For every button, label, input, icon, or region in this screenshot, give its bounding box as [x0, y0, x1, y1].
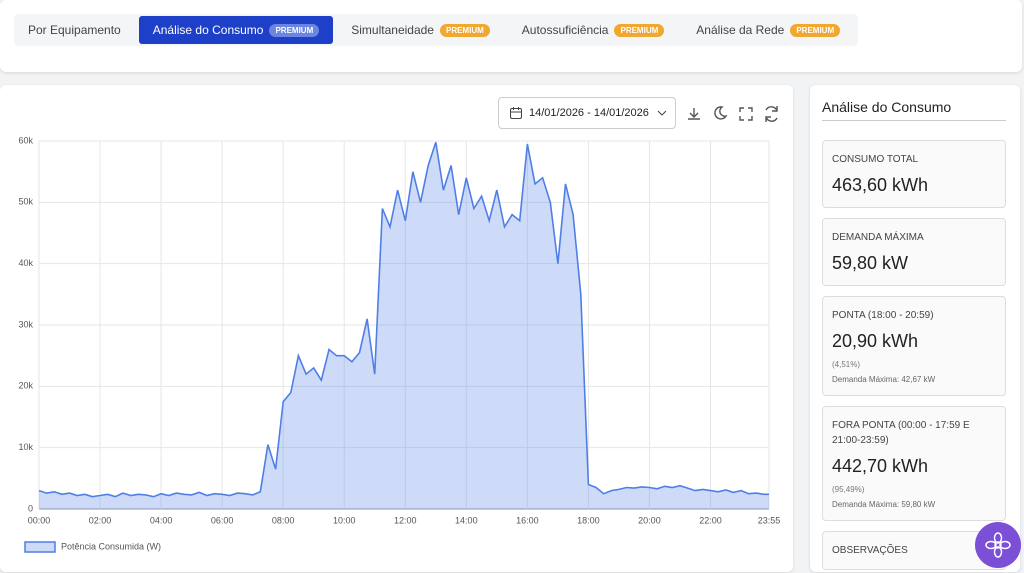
tab[interactable]: Simultaneidade PREMIUM — [337, 16, 504, 44]
side-panel: Análise do Consumo CONSUMO TOTAL 463,60 k… — [810, 85, 1020, 572]
x-tick-label: 18:00 — [577, 515, 600, 525]
card-value: 59,80 kW — [832, 253, 909, 273]
stat-card: PONTA (18:00 - 20:59) 20,90 kWh (4,51%) Dem… — [822, 296, 1006, 396]
y-tick-label: 20k — [18, 381, 33, 391]
x-tick-label: 08:00 — [272, 515, 295, 525]
calendar-icon — [510, 107, 522, 119]
top-bar: Por Equipamento Análise do Consumo PREMIUM… — [0, 0, 1022, 72]
cards: CONSUMO TOTAL 463,60 kWh DEMANDA MÁXIMA 59,… — [822, 140, 1006, 570]
stat-card: FORA PONTA (00:00 - 17:59 E 21:00-23:59)… — [822, 406, 1006, 521]
tab[interactable]: Autossuficiência PREMIUM — [508, 16, 679, 44]
tab[interactable]: Por Equipamento — [14, 16, 135, 44]
card-note: Demanda Máxima: 42,67 kW — [832, 375, 936, 384]
chart: 0 10k 20k 30k 40k 50k 60k 00:00 02:00 04:00 06:00 0… — [18, 106, 781, 553]
stat-card: CONSUMO TOTAL 463,60 kWh — [822, 140, 1006, 208]
legend-label: Potência Consumida (W) — [61, 541, 161, 551]
y-tick-label: 10k — [18, 442, 33, 452]
tab-label: Análise da Rede — [696, 23, 785, 37]
x-tick-label: 10:00 — [333, 515, 356, 525]
tab-label: Por Equipamento — [28, 23, 121, 37]
x-tick-label: 12:00 — [394, 515, 417, 525]
y-tick-label: 40k — [18, 258, 33, 268]
y-tick-label: 60k — [18, 135, 33, 145]
flower-icon — [985, 532, 1011, 558]
card-note: Demanda Máxima: 59,80 kW — [832, 500, 936, 509]
premium-badge: PREMIUM — [790, 23, 841, 37]
x-tick-label: 22:00 — [699, 515, 722, 525]
card-label: DEMANDA MÁXIMA — [832, 232, 924, 243]
premium-badge: PREMIUM — [439, 23, 490, 37]
card-value: 442,70 kWh — [832, 456, 929, 476]
divider — [822, 120, 1006, 121]
tab[interactable]: Análise da Rede PREMIUM — [682, 16, 854, 44]
chart-card: 0 10k 20k 30k 40k 50k 60k 00:00 02:00 04:00 06:00 0… — [0, 85, 793, 572]
card-value: 20,90 kWh — [832, 331, 919, 351]
card-value: 463,60 kWh — [832, 175, 929, 195]
date-picker[interactable]: 14/01/2026 - 14/01/2026 — [498, 97, 676, 129]
stat-card: DEMANDA MÁXIMA 59,80 kW — [822, 218, 1006, 286]
area — [39, 142, 769, 509]
line — [38, 141, 769, 498]
card-label: CONSUMO TOTAL — [832, 154, 919, 165]
x-tick-label: 00:00 — [28, 515, 51, 525]
tabs: Por Equipamento Análise do Consumo PREMIUM… — [14, 14, 859, 46]
x-tick-label: 14:00 — [455, 515, 478, 525]
premium-badge: PREMIUM — [269, 23, 320, 37]
tab-label: Simultaneidade — [351, 23, 434, 37]
premium-badge: PREMIUM — [614, 23, 665, 37]
tab-label: Autossuficiência — [521, 23, 609, 37]
y-tick-label: 0 — [28, 503, 33, 513]
x-tick-label: 20:00 — [638, 515, 661, 525]
y-tick-label: 50k — [18, 197, 33, 207]
card-share: (4,51%) — [832, 360, 861, 369]
tab[interactable]: Análise do Consumo PREMIUM — [138, 16, 334, 44]
date-range: 14/01/2026 - 14/01/2026 — [529, 107, 649, 119]
chevron — [657, 110, 667, 116]
card-share: (95,49%) — [832, 485, 865, 494]
card-label: OBSERVAÇÕES — [832, 545, 908, 556]
x-tick-label: 23:55 — [758, 515, 781, 525]
y-tick-label: 30k — [18, 319, 33, 329]
x-tick-label: 16:00 — [516, 515, 539, 525]
card-label: PONTA (18:00 - 20:59) — [832, 310, 934, 321]
panel-title: Análise do Consumo — [822, 99, 952, 115]
x-tick-label: 02:00 — [89, 515, 112, 525]
toolbar-icons[interactable] — [688, 106, 778, 122]
card-label: FORA PONTA (00:00 - 17:59 E 21:00-23:59) — [832, 420, 970, 446]
x-tick-label: 06:00 — [211, 515, 234, 525]
x-tick-label: 04:00 — [150, 515, 173, 525]
legend-swatch — [24, 541, 56, 553]
tab-label: Análise do Consumo — [152, 23, 264, 37]
assistant-button[interactable] — [975, 522, 1021, 568]
